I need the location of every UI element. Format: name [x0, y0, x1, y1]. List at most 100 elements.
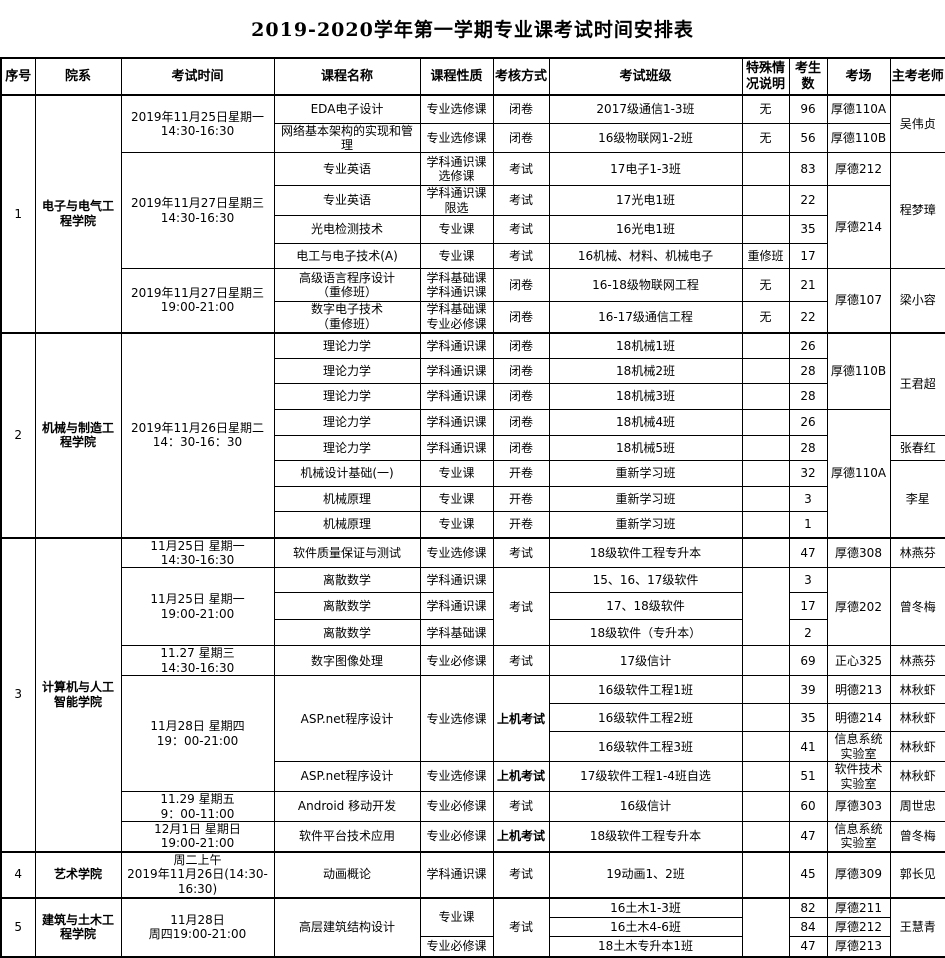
exam-time-cell: 2019年11月27日星期三 19:00-21:00	[120, 268, 275, 334]
exam-class-cell: 16土木4-6班	[548, 917, 743, 938]
course-nature-cell: 专业选修课	[419, 761, 494, 793]
exam-method-cell: 闭卷	[492, 383, 550, 411]
exam-class-cell: 17光电1班	[548, 185, 743, 217]
special-note-cell	[741, 152, 790, 187]
exam-room-cell: 厚德202	[826, 567, 891, 647]
special-note-cell	[741, 460, 790, 488]
course-name-cell: 光电检测技术	[273, 215, 421, 245]
special-note-cell	[741, 185, 790, 217]
examinee-count-cell: 84	[788, 917, 828, 938]
course-nature-cell: 学科通识课	[419, 331, 494, 360]
table-row: 11.29 星期五 9：00-11:00 Android 移动开发 专业必修课 考试 1…	[1, 791, 945, 822]
exam-method-cell: 闭卷	[492, 94, 550, 124]
seq-cell: 4	[0, 850, 36, 899]
examinee-count-cell: 60	[788, 791, 828, 822]
special-note-cell: 重修班	[741, 243, 790, 270]
exam-room-cell: 明德213	[826, 675, 891, 705]
department-cell: 电子与电气工程学院	[34, 94, 122, 334]
exam-class-cell: 15、16、17级软件	[548, 567, 743, 594]
exam-class-cell: 17、18级软件	[548, 592, 743, 621]
course-nature-cell: 学科基础课 专业必修课	[419, 301, 494, 334]
exam-time-cell: 11月25日 星期一 19:00-21:00	[120, 567, 275, 647]
examinee-count-cell: 17	[788, 592, 828, 621]
special-note-cell	[741, 409, 790, 437]
exam-method-cell: 闭卷	[492, 358, 550, 385]
exam-method-cell: 闭卷	[492, 435, 550, 462]
course-nature-cell: 专业选修课	[419, 94, 494, 124]
table-row: 理论力学 学科通识课 闭卷 18机械4班 26 厚德110A	[1, 409, 945, 539]
column-header-seq: 序号	[0, 57, 36, 96]
special-note-cell	[741, 645, 790, 677]
exam-room-cell: 厚德110A	[826, 94, 891, 124]
chief-examiner-cell: 李星	[889, 460, 945, 539]
exam-room-cell: 厚德110A	[826, 409, 891, 539]
exam-room-cell: 厚德212	[826, 152, 891, 187]
course-nature-cell: 专业课	[419, 460, 494, 488]
exam-room-cell: 厚德212	[826, 917, 891, 938]
exam-method-cell: 上机考试	[492, 761, 550, 793]
course-name-cell: 专业英语	[273, 185, 421, 217]
department-cell: 建筑与土木工程学院	[34, 896, 122, 958]
chief-examiner-cell: 吴伟贞	[889, 94, 945, 154]
exam-room-cell: 厚德110B	[826, 122, 891, 154]
course-name-cell: 软件平台技术应用	[273, 820, 421, 853]
exam-class-cell: 16土木1-3班	[548, 896, 743, 919]
chief-examiner-cell: 王慧青	[889, 896, 945, 958]
chief-examiner-cell: 王君超	[889, 331, 945, 437]
course-name-cell: 理论力学	[273, 435, 421, 462]
course-name-cell: 机械原理	[273, 511, 421, 539]
chief-examiner-cell: 林秋虾	[889, 703, 945, 733]
chief-examiner-cell: 郭长见	[889, 850, 945, 899]
exam-class-cell: 18机械2班	[548, 358, 743, 385]
column-header-exam-time: 考试时间	[120, 57, 275, 96]
exam-class-cell: 16光电1班	[548, 215, 743, 245]
course-nature-cell: 学科通识课	[419, 358, 494, 385]
column-header-course-nature: 课程性质	[419, 57, 494, 96]
special-note-cell: 无	[741, 94, 790, 124]
exam-class-cell: 16级物联网1-2班	[548, 122, 743, 154]
exam-class-cell: 重新学习班	[548, 486, 743, 513]
special-note-cell: 无	[741, 301, 790, 334]
table-row: 16级软件工程2班 35 明德214 林秋虾	[1, 703, 945, 733]
course-name-cell: 电工与电子技术(A)	[273, 243, 421, 270]
exam-time-cell: 周二上午 2019年11月26日(14:30-16:30)	[120, 850, 275, 899]
special-note-cell	[741, 383, 790, 411]
examinee-count-cell: 26	[788, 331, 828, 360]
examinee-count-cell: 69	[788, 645, 828, 677]
exam-class-cell: 16级信计	[548, 791, 743, 822]
exam-room-cell: 正心325	[826, 645, 891, 677]
course-name-cell: 网络基本架构的实现和管理	[273, 122, 421, 154]
course-nature-cell: 专业课	[419, 243, 494, 270]
course-nature-cell: 学科通识课	[419, 850, 494, 899]
examinee-count-cell: 56	[788, 122, 828, 154]
table-row: 1 电子与电气工程学院 2019年11月25日星期一 14:30-16:30 EDA电…	[0, 94, 945, 334]
exam-room-cell: 厚德107	[826, 268, 891, 334]
course-nature-cell: 学科通识课	[419, 567, 494, 594]
exam-room-cell: 明德214	[826, 703, 891, 733]
chief-examiner-cell: 林秋虾	[889, 675, 945, 705]
course-name-cell: 理论力学	[273, 409, 421, 437]
course-name-cell: 理论力学	[273, 331, 421, 360]
course-nature-cell: 专业必修课	[419, 936, 494, 958]
seq-cell: 2	[0, 331, 36, 539]
course-nature-cell: 专业课	[419, 486, 494, 513]
exam-method-cell: 闭卷	[492, 301, 550, 334]
seq-cell: 1	[0, 94, 36, 334]
table-row: 数字电子技术 （重修班） 学科基础课 专业必修课 闭卷 16-17级通信工程无 22	[1, 301, 945, 334]
examinee-count-cell: 82	[788, 896, 828, 919]
exam-room-cell: 信息系统实验室	[826, 820, 891, 853]
exam-class-cell: 19动画1、2班	[548, 850, 743, 899]
examinee-count-cell: 2	[788, 619, 828, 647]
table-row: 2019年11月27日星期三 19:00-21:00 高级语言程序设计 （重修班）…	[1, 268, 945, 334]
course-nature-cell: 专业必修课	[419, 645, 494, 677]
exam-room-cell: 厚德214	[826, 185, 891, 270]
column-header-chief-examiner: 主考老师	[889, 57, 945, 96]
table-row: 2019年11月27日星期三 14:30-16:30 专业英语 学科通识课选修课 考试…	[1, 152, 945, 270]
course-name-cell: 软件质量保证与测试	[273, 536, 421, 569]
exam-room-cell: 厚德110B	[826, 331, 891, 411]
table-row: 机械原理 专业课 开卷 重新学习班 1	[1, 511, 945, 539]
course-nature-cell: 学科基础课 学科通识课	[419, 268, 494, 303]
department-cell: 机械与制造工程学院	[34, 331, 122, 539]
exam-method-cell: 考试	[492, 152, 550, 187]
exam-method-cell: 考试	[492, 850, 550, 899]
